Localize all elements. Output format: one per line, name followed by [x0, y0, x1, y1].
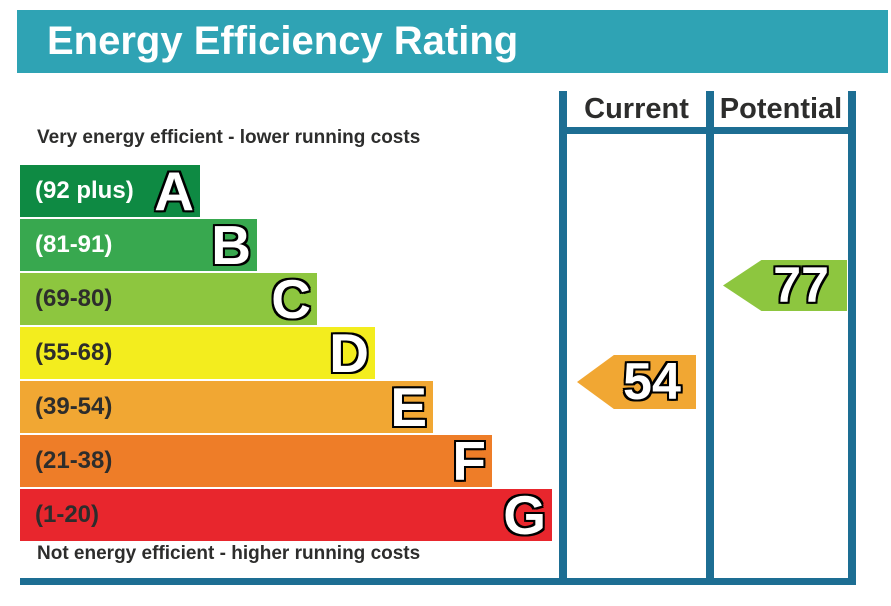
- band-letter: C: [271, 268, 311, 330]
- potential-column-header: Potential: [719, 93, 843, 125]
- band-row-a: (92 plus) A: [20, 160, 200, 222]
- band-range-label: (69-80): [35, 285, 113, 312]
- current-column-header: Current: [584, 93, 689, 125]
- chart-title-bar: Energy Efficiency Rating: [17, 10, 888, 73]
- chart-title: Energy Efficiency Rating: [47, 19, 519, 63]
- band-range-label: (55-68): [35, 339, 113, 366]
- bottom-note: Not energy efficient - higher running co…: [37, 543, 421, 564]
- band-letter: G: [503, 484, 546, 546]
- potential-rating-arrow: 77: [723, 260, 847, 311]
- band-row-d: (55-68) D: [20, 322, 375, 384]
- band-range-label: (39-54): [35, 393, 113, 420]
- band-row-c: (69-80) C: [20, 268, 317, 330]
- frame-left-border: [559, 91, 567, 585]
- band-range-label: (1-20): [35, 501, 100, 528]
- current-rating-arrow: 54: [577, 355, 696, 409]
- current-rating-value: 54: [623, 353, 681, 411]
- frame-column-divider: [706, 91, 714, 585]
- band-row-f: (21-38) F: [20, 430, 492, 492]
- potential-rating-value: 77: [773, 257, 829, 313]
- band-range-label: (92 plus): [35, 177, 134, 204]
- band-range-label: (21-38): [35, 447, 113, 474]
- band-row-b: (81-91) B: [20, 214, 257, 276]
- header-underline: [559, 127, 856, 134]
- band-row-g: (1-20) G: [20, 484, 552, 546]
- band-letter: B: [211, 214, 251, 276]
- frame-bottom-border: [20, 578, 856, 585]
- frame-right-border: [848, 91, 856, 585]
- band-range-label: (81-91): [35, 231, 113, 258]
- band-letter: F: [452, 430, 486, 492]
- band-letter: A: [154, 160, 194, 222]
- top-note: Very energy efficient - lower running co…: [37, 127, 421, 148]
- band-row-e: (39-54) E: [20, 376, 433, 438]
- band-letter: D: [329, 322, 369, 384]
- band-letter: E: [390, 376, 427, 438]
